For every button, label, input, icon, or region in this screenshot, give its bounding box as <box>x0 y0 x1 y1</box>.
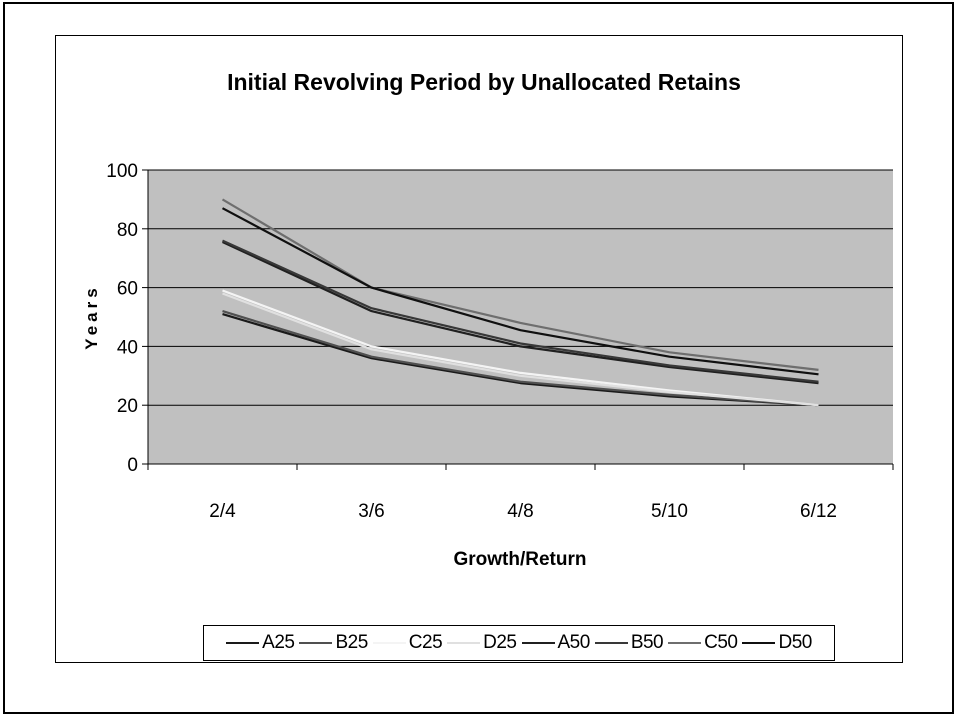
legend-item-d50: D50 <box>742 632 812 654</box>
legend-swatch <box>742 642 776 644</box>
y-tick-label: 80 <box>117 220 138 241</box>
x-tick-label: 6/12 <box>800 501 837 522</box>
legend-label: C50 <box>704 632 738 653</box>
legend-item-d25: D25 <box>447 632 517 654</box>
legend-item-c25: C25 <box>372 632 443 654</box>
legend-swatch <box>447 642 481 644</box>
x-tick-label: 5/10 <box>651 501 688 522</box>
legend-swatch <box>521 642 555 644</box>
y-axis-title: Years <box>82 284 101 349</box>
legend-label: D25 <box>483 632 517 653</box>
legend-swatch <box>299 642 333 644</box>
legend-swatch <box>372 642 406 644</box>
chart-title: Initial Revolving Period by Unallocated … <box>227 69 741 95</box>
x-tick-label: 2/4 <box>209 501 236 522</box>
y-tick-label: 60 <box>117 279 138 300</box>
legend-item-a50: A50 <box>521 632 591 654</box>
y-tick-label: 100 <box>106 161 138 182</box>
series-line-c50 <box>221 198 819 371</box>
legend-label: B50 <box>630 632 664 653</box>
legend-item-a25: A25 <box>226 632 295 654</box>
series-line-b25 <box>222 310 819 407</box>
legend-label: A25 <box>262 632 295 653</box>
legend-label: C25 <box>408 632 443 653</box>
x-tick-label: 3/6 <box>358 501 384 522</box>
legend-item-b25: B25 <box>299 632 368 654</box>
legend-label: D50 <box>778 632 812 653</box>
legend-swatch <box>226 642 260 644</box>
series-line-d25 <box>222 292 819 407</box>
series-line-a50 <box>222 241 819 385</box>
x-tick-label: 4/8 <box>507 501 533 522</box>
legend-label: A50 <box>557 632 591 653</box>
legend-swatch <box>668 642 702 644</box>
plot-background <box>148 170 893 464</box>
series-line-b50 <box>222 239 819 383</box>
series-line-d50 <box>221 207 819 376</box>
y-tick-label: 0 <box>127 455 138 476</box>
legend-item-b50: B50 <box>594 632 664 654</box>
legend-label: B25 <box>335 632 368 653</box>
legend: A25 B25 C25 D25 A50 B50 C50 D50 <box>203 625 835 661</box>
legend-swatch <box>594 642 628 644</box>
legend-item-c50: C50 <box>668 632 738 654</box>
y-tick-label: 40 <box>117 337 138 358</box>
plot-area: 0 20 40 60 80 100 2/4 3/6 4/8 5/10 6/12 <box>106 161 894 522</box>
y-tick-label: 20 <box>117 396 138 417</box>
x-axis-title: Growth/Return <box>454 549 587 570</box>
